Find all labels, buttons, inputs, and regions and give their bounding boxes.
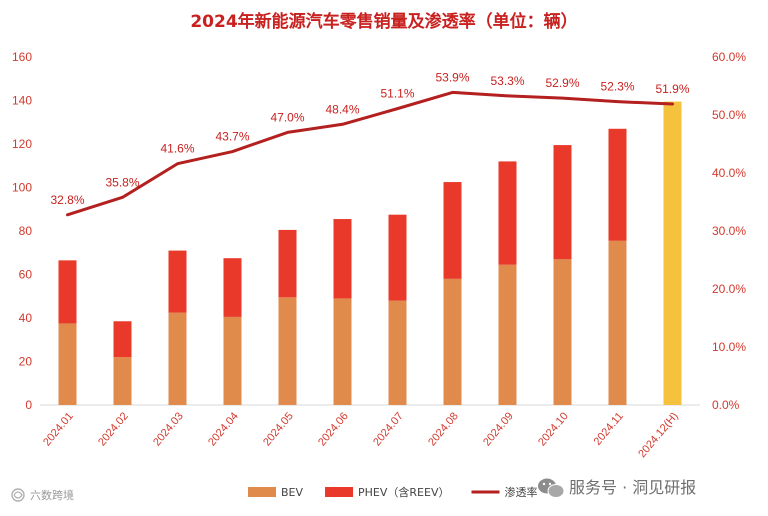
chart-title: 2024年新能源汽车零售销量及渗透率（单位：辆） [190, 11, 577, 32]
bar-phev [333, 219, 352, 299]
watermark-left-text: 六数跨境 [30, 488, 74, 502]
x-tick-label: 2024.06 [316, 410, 351, 448]
bar-phev [388, 214, 407, 301]
legend-label: 渗透率 [504, 485, 537, 499]
watermark-right: 服务号 · 洞见研报 [538, 478, 696, 498]
y-right-tick-label: 40.0% [712, 166, 746, 180]
bar-phev [223, 258, 242, 317]
bar-bev [498, 264, 517, 405]
penetration-label: 51.1% [380, 87, 414, 101]
legend-label: BEV [281, 486, 303, 499]
x-tick-label: 2024.10 [536, 410, 571, 448]
bar-bev [553, 259, 572, 405]
x-tick-label: 2024.05 [261, 410, 296, 448]
x-tick-label: 2024.07 [371, 410, 406, 448]
y-axis-right: 0.0% 10.0% 20.0% 30.0% 40.0% 50.0% 60.0% [712, 50, 746, 412]
bar-bev [223, 316, 242, 405]
legend: BEV PHEV（含REEV） 渗透率 [248, 485, 537, 499]
y-left-tick-label: 20 [19, 355, 33, 369]
bar-bev [333, 298, 352, 405]
y-left-tick-label: 60 [19, 268, 33, 282]
y-left-tick-label: 120 [12, 137, 32, 151]
bar-bev [113, 357, 132, 405]
watermark-left: 六数跨境 [11, 488, 74, 502]
y-right-tick-label: 20.0% [712, 282, 746, 296]
x-tick-label: 2024.01 [41, 410, 76, 448]
penetration-label: 35.8% [105, 175, 139, 189]
legend-swatch [248, 487, 276, 497]
bar-phev [608, 128, 627, 241]
y-left-tick-label: 80 [19, 224, 33, 238]
swirl-logo-icon [11, 488, 25, 502]
bar-phev [168, 250, 187, 313]
bar-phev [278, 229, 297, 298]
penetration-line [66, 90, 674, 217]
y-right-tick-label: 60.0% [712, 50, 746, 64]
penetration-label: 48.4% [325, 102, 359, 116]
y-left-tick-label: 40 [19, 311, 33, 325]
bar-phev [498, 161, 517, 265]
x-tick-label: 2024.12(H) [636, 410, 681, 460]
penetration-label: 52.9% [545, 76, 579, 90]
bar-bev [608, 240, 627, 405]
penetration-label: 41.6% [160, 142, 194, 156]
y-right-tick-label: 10.0% [712, 340, 746, 354]
y-right-tick-label: 50.0% [712, 108, 746, 122]
penetration-label: 47.0% [270, 110, 304, 124]
bar-phev [553, 145, 572, 260]
bar-total-highlight [663, 101, 682, 406]
legend-swatch [325, 487, 354, 497]
y-right-tick-label: 0.0% [712, 398, 740, 412]
penetration-line-path [66, 90, 674, 217]
x-tick-label: 2024.08 [426, 410, 461, 448]
bar-bev [388, 300, 407, 405]
penetration-label: 52.3% [600, 80, 634, 94]
penetration-label: 53.3% [490, 74, 524, 88]
penetration-label: 53.9% [435, 70, 469, 84]
bar-bev [168, 312, 187, 405]
x-tick-label: 2024.02 [96, 410, 131, 448]
x-tick-label: 2024.03 [151, 410, 186, 448]
y-left-tick-label: 160 [12, 50, 32, 64]
x-tick-label: 2024.04 [206, 410, 241, 448]
penetration-labels: 32.8% 35.8% 41.6% 43.7% 47.0% 48.4% 51.1% 53.9%… [50, 70, 689, 206]
y-left-tick-label: 100 [12, 181, 32, 195]
y-axis-left: 0 20 40 60 80 100 120 140 160 [12, 50, 32, 412]
y-right-tick-label: 30.0% [712, 224, 746, 238]
bars [58, 101, 682, 406]
bar-phev [113, 321, 132, 358]
y-left-tick-label: 140 [12, 94, 32, 108]
bar-phev [58, 260, 77, 324]
watermark-right-text: 服务号 · 洞见研报 [569, 478, 696, 497]
x-axis-ticks: 2024.01 2024.02 2024.03 2024.04 2024.05 2024.… [41, 410, 681, 460]
x-tick-label: 2024.11 [592, 410, 626, 448]
penetration-label: 51.9% [655, 82, 689, 96]
penetration-label: 32.8% [50, 193, 84, 207]
x-tick-label: 2024.09 [481, 410, 516, 448]
wechat-icon [538, 478, 565, 498]
bar-phev [443, 182, 462, 279]
y-left-tick-label: 0 [25, 398, 32, 412]
bar-bev [443, 278, 462, 405]
bar-bev [58, 323, 77, 405]
penetration-label: 43.7% [215, 130, 249, 144]
bar-bev [278, 297, 297, 405]
legend-label: PHEV（含REEV） [358, 485, 449, 499]
